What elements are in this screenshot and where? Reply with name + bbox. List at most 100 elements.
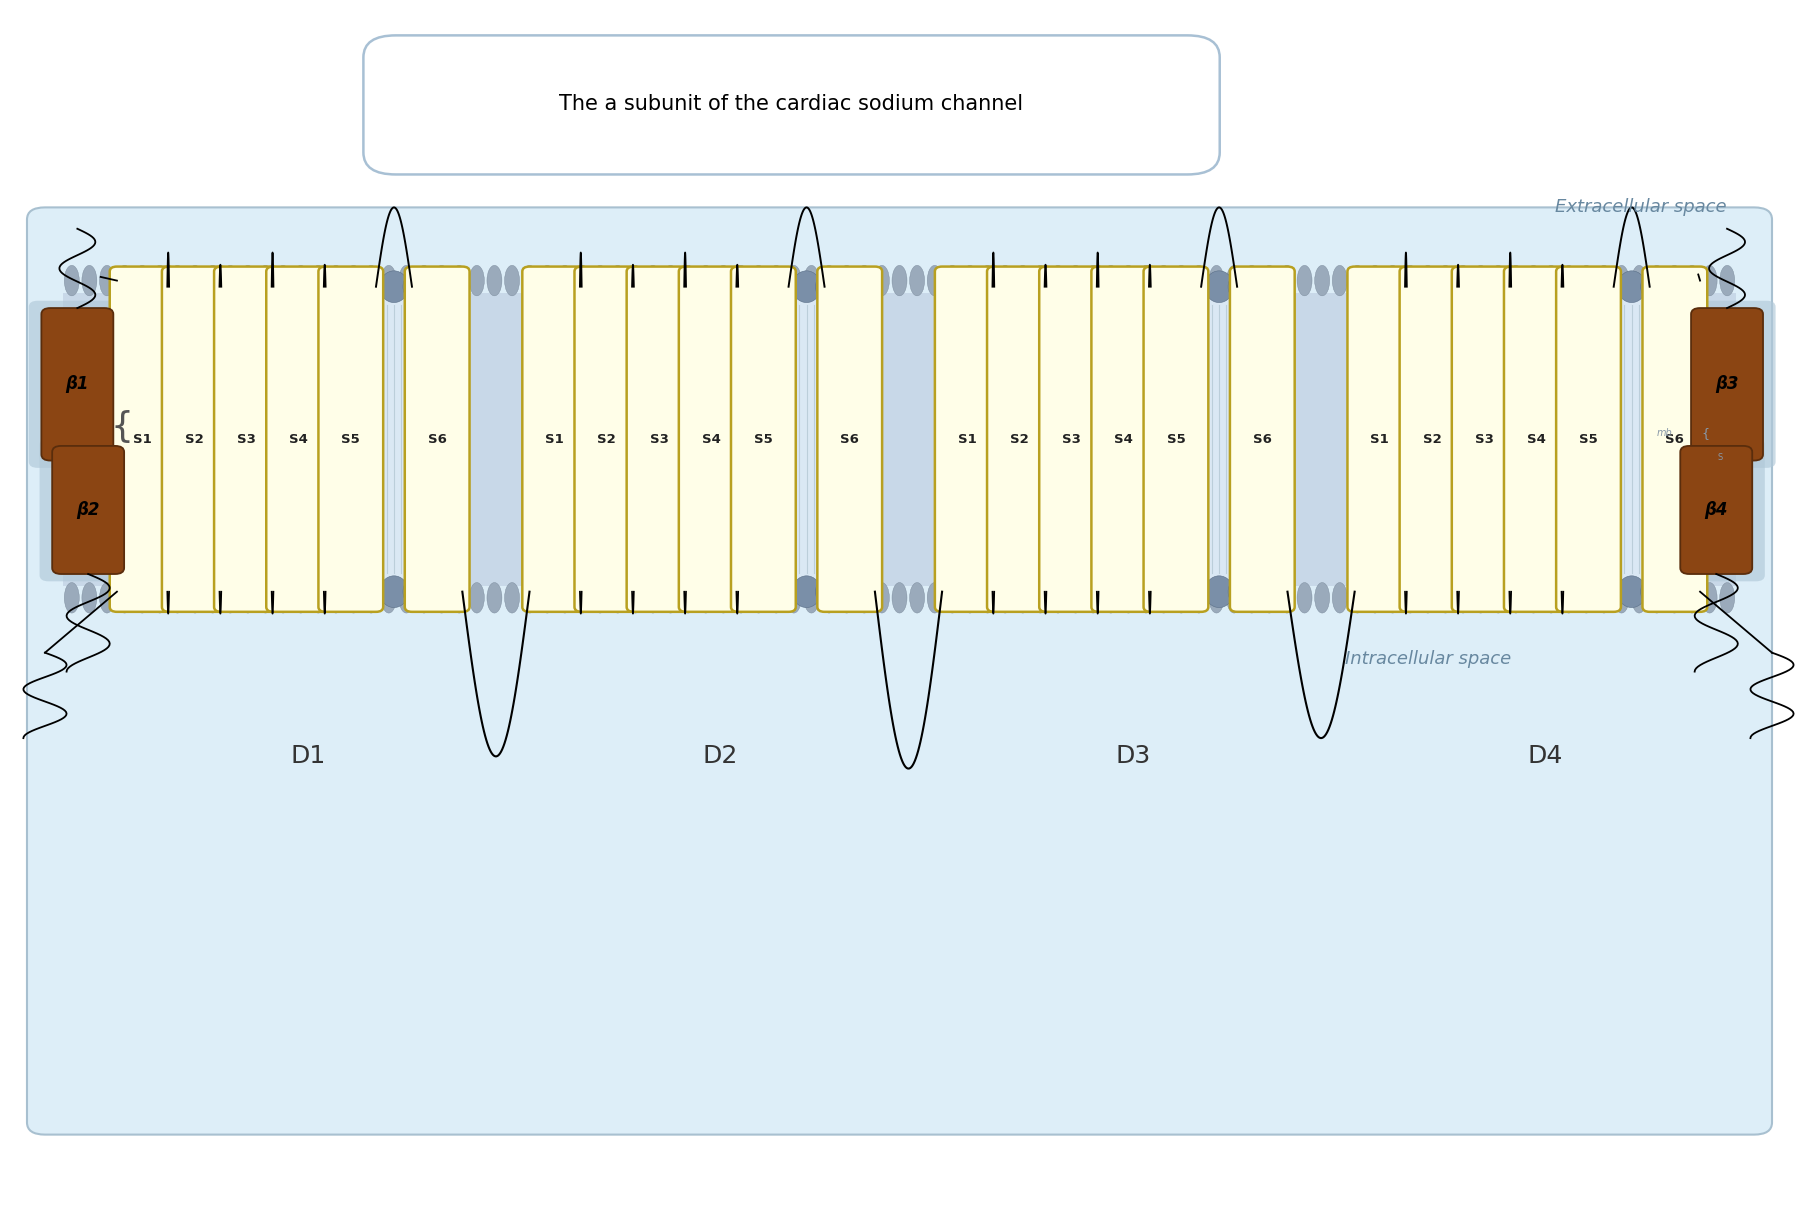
FancyBboxPatch shape (987, 267, 1052, 612)
Ellipse shape (399, 582, 414, 612)
Ellipse shape (1561, 265, 1575, 296)
Ellipse shape (663, 582, 678, 612)
Ellipse shape (998, 582, 1012, 612)
Ellipse shape (1437, 582, 1453, 612)
Ellipse shape (1172, 265, 1188, 296)
Ellipse shape (1226, 582, 1241, 612)
Ellipse shape (1296, 265, 1311, 296)
Ellipse shape (1348, 265, 1365, 296)
Text: Extracellular space: Extracellular space (1555, 199, 1726, 216)
Ellipse shape (83, 582, 97, 612)
Ellipse shape (1593, 576, 1622, 608)
Ellipse shape (1205, 271, 1233, 303)
Ellipse shape (329, 265, 343, 296)
Ellipse shape (153, 265, 167, 296)
Ellipse shape (65, 265, 79, 296)
Ellipse shape (814, 576, 843, 608)
Ellipse shape (1228, 576, 1257, 608)
FancyBboxPatch shape (40, 439, 137, 582)
Ellipse shape (1156, 265, 1170, 296)
Text: S4: S4 (1113, 433, 1133, 445)
Ellipse shape (65, 582, 79, 612)
Ellipse shape (838, 265, 854, 296)
Ellipse shape (223, 582, 237, 612)
Text: S3: S3 (649, 433, 669, 445)
Text: S2: S2 (185, 433, 203, 445)
Text: S2: S2 (1422, 433, 1440, 445)
Ellipse shape (1543, 582, 1557, 612)
Ellipse shape (1278, 265, 1295, 296)
Ellipse shape (1260, 582, 1277, 612)
Ellipse shape (117, 582, 131, 612)
Ellipse shape (592, 582, 608, 612)
Ellipse shape (822, 582, 836, 612)
Ellipse shape (892, 582, 906, 612)
Ellipse shape (752, 582, 766, 612)
Ellipse shape (1455, 582, 1469, 612)
Ellipse shape (503, 582, 520, 612)
Ellipse shape (1507, 265, 1523, 296)
Ellipse shape (1181, 271, 1210, 303)
Ellipse shape (980, 265, 994, 296)
Ellipse shape (980, 582, 994, 612)
Text: S3: S3 (1474, 433, 1492, 445)
Ellipse shape (1086, 265, 1100, 296)
Ellipse shape (399, 265, 414, 296)
Ellipse shape (610, 265, 626, 296)
Ellipse shape (645, 265, 660, 296)
Ellipse shape (1525, 582, 1541, 612)
FancyBboxPatch shape (1503, 267, 1568, 612)
Ellipse shape (363, 582, 378, 612)
Bar (1613, 293, 1649, 586)
Ellipse shape (1631, 265, 1645, 296)
Ellipse shape (521, 582, 538, 612)
Text: {: { (111, 410, 133, 444)
Ellipse shape (1491, 582, 1505, 612)
Ellipse shape (856, 582, 872, 612)
Ellipse shape (786, 582, 800, 612)
Ellipse shape (1649, 265, 1663, 296)
FancyBboxPatch shape (626, 267, 690, 612)
Ellipse shape (1296, 582, 1311, 612)
Ellipse shape (1226, 265, 1241, 296)
Ellipse shape (433, 265, 450, 296)
Ellipse shape (451, 582, 466, 612)
Ellipse shape (1473, 582, 1487, 612)
Text: β2: β2 (76, 501, 101, 518)
Text: The a subunit of the cardiac sodium channel: The a subunit of the cardiac sodium chan… (559, 94, 1023, 113)
Ellipse shape (205, 265, 219, 296)
Ellipse shape (1366, 265, 1381, 296)
Text: {: { (1701, 427, 1708, 439)
Text: Intracellular space: Intracellular space (1345, 650, 1510, 667)
Text: S6: S6 (428, 433, 446, 445)
Ellipse shape (99, 582, 115, 612)
FancyBboxPatch shape (266, 267, 331, 612)
Text: S5: S5 (342, 433, 360, 445)
Ellipse shape (205, 582, 219, 612)
Bar (376, 293, 412, 586)
Ellipse shape (610, 582, 626, 612)
FancyBboxPatch shape (1679, 447, 1751, 575)
Ellipse shape (1244, 582, 1259, 612)
Text: S1: S1 (1370, 433, 1388, 445)
FancyBboxPatch shape (678, 267, 743, 612)
Ellipse shape (1228, 271, 1257, 303)
Ellipse shape (1332, 265, 1347, 296)
Ellipse shape (874, 582, 888, 612)
Ellipse shape (1208, 265, 1223, 296)
FancyBboxPatch shape (29, 300, 126, 467)
Ellipse shape (1260, 265, 1277, 296)
Ellipse shape (680, 582, 696, 612)
Text: β3: β3 (1713, 376, 1739, 393)
Ellipse shape (83, 265, 97, 296)
Ellipse shape (99, 265, 115, 296)
Ellipse shape (926, 265, 942, 296)
Ellipse shape (433, 582, 450, 612)
FancyBboxPatch shape (521, 267, 586, 612)
Ellipse shape (944, 582, 960, 612)
Text: S1: S1 (545, 433, 565, 445)
Ellipse shape (403, 576, 432, 608)
Ellipse shape (241, 265, 255, 296)
Ellipse shape (1616, 576, 1645, 608)
Ellipse shape (311, 265, 325, 296)
